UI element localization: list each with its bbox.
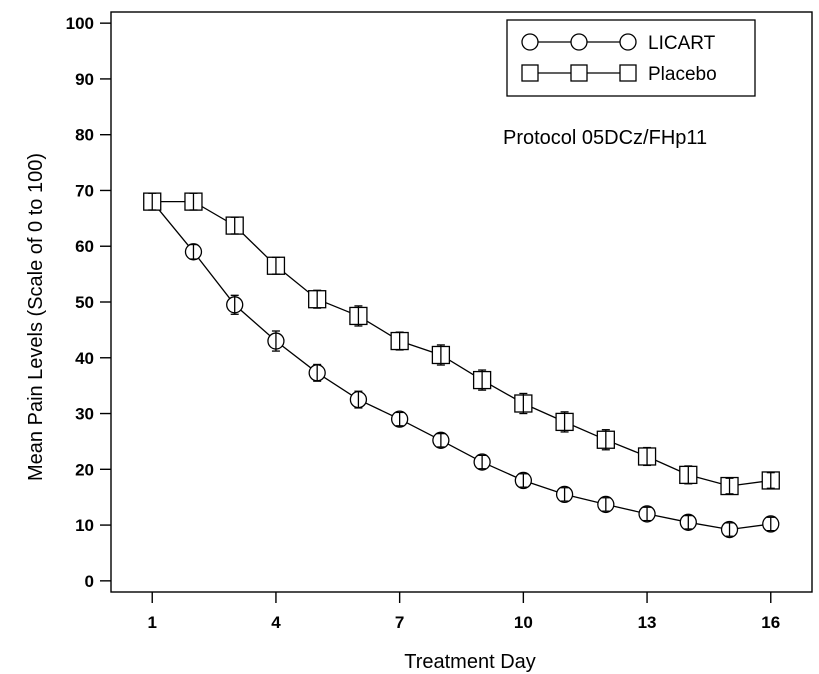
- y-axis: 0 10 20 30 40 50 60 70 80 90 100: [66, 14, 111, 591]
- legend-placebo-marker: [570, 64, 588, 82]
- legend-licart-marker: [570, 33, 588, 51]
- plot-frame: [110, 11, 813, 593]
- legend-entry-placebo: Placebo: [521, 64, 717, 85]
- series-licart: [143, 192, 780, 539]
- y-tick-label: 10: [75, 516, 94, 535]
- legend-licart-label: LICART: [648, 33, 716, 54]
- series-placebo: [143, 192, 780, 496]
- y-tick-label: 0: [85, 572, 94, 591]
- y-tick-label: 30: [75, 405, 94, 424]
- y-tick-label: 80: [75, 126, 94, 145]
- y-tick-label: 40: [75, 349, 94, 368]
- legend-placebo-marker: [521, 64, 539, 82]
- legend-placebo-label: Placebo: [648, 64, 717, 85]
- protocol-annotation: Protocol 05DCz/FHp11: [503, 127, 707, 149]
- y-tick-label: 60: [75, 237, 94, 256]
- x-tick-label: 4: [271, 613, 281, 632]
- y-tick-label: 20: [75, 460, 94, 479]
- legend: LICART Placebo: [506, 19, 756, 97]
- y-tick-label: 90: [75, 70, 94, 89]
- legend-entry-licart: LICART: [521, 33, 716, 54]
- y-tick-label: 50: [75, 293, 94, 312]
- y-tick-label: 100: [66, 14, 94, 33]
- x-tick-label: 7: [395, 613, 404, 632]
- x-axis: 1 4 7 10 13 16: [148, 592, 780, 632]
- y-axis-title: Mean Pain Levels (Scale of 0 to 100): [25, 153, 47, 481]
- legend-box: [506, 19, 756, 97]
- x-tick-label: 13: [638, 613, 657, 632]
- legend-licart-marker: [619, 33, 637, 51]
- legend-placebo-marker: [619, 64, 637, 82]
- x-tick-label: 16: [761, 613, 780, 632]
- x-tick-label: 1: [148, 613, 157, 632]
- series-line-placebo: [152, 200, 771, 487]
- series-line-licart: [151, 201, 771, 531]
- legend-licart-marker: [521, 33, 539, 51]
- x-tick-label: 10: [514, 613, 533, 632]
- y-tick-label: 70: [75, 181, 94, 200]
- series-layer: [143, 192, 780, 539]
- x-axis-title: Treatment Day: [404, 651, 536, 673]
- plot-area-border: [110, 11, 813, 593]
